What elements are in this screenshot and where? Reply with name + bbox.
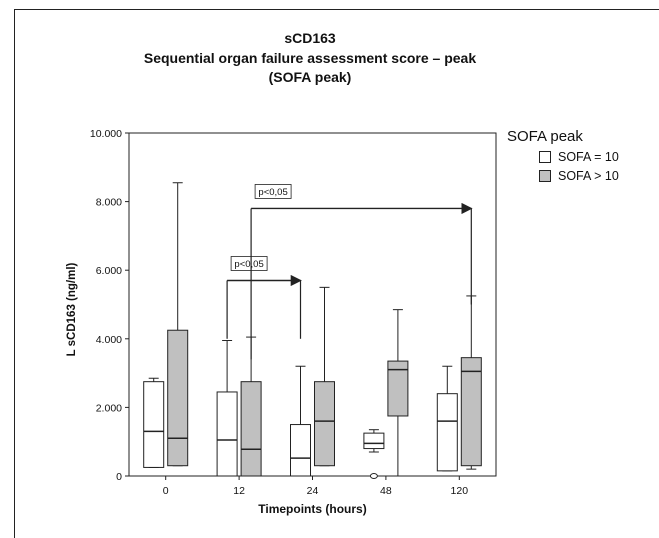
legend-swatch-white bbox=[539, 151, 551, 163]
y-tick-label: 10.000 bbox=[90, 128, 122, 140]
frame-left-border bbox=[14, 9, 15, 538]
y-tick-label: 6.000 bbox=[96, 265, 122, 277]
box-sofa-eq-10 bbox=[436, 393, 458, 472]
legend-swatch-gray bbox=[539, 170, 551, 182]
y-tick-label: 4.000 bbox=[96, 334, 122, 346]
outlier-marker bbox=[369, 473, 378, 479]
x-axis-label: Timepoints (hours) bbox=[258, 502, 366, 516]
y-tick-label: 8.000 bbox=[96, 197, 122, 209]
frame-top-border bbox=[14, 9, 659, 10]
chart-title-line-3: (SOFA peak) bbox=[268, 69, 352, 85]
legend-item-sofa-eq-10: SOFA = 10 bbox=[539, 150, 619, 164]
y-tick-label: 2.000 bbox=[96, 402, 122, 414]
legend-label: SOFA = 10 bbox=[558, 150, 619, 164]
x-tick-label: 48 bbox=[380, 485, 392, 497]
legend-label: SOFA > 10 bbox=[558, 169, 619, 183]
chart-title-line-1: sCD163 bbox=[284, 30, 336, 46]
box-sofa-eq-10 bbox=[143, 381, 165, 468]
annotation-label: p<0,05 bbox=[234, 259, 263, 270]
x-tick-label: 24 bbox=[307, 485, 319, 497]
x-tick-label: 0 bbox=[163, 485, 169, 497]
box-sofa-eq-10 bbox=[216, 391, 238, 477]
annotation-label-box bbox=[254, 184, 292, 199]
box-sofa-gt-10 bbox=[460, 357, 482, 467]
annotation-label-box bbox=[230, 256, 268, 271]
annotation-label: p<0,05 bbox=[258, 187, 287, 198]
legend-item-sofa-gt-10: SOFA > 10 bbox=[539, 169, 619, 183]
x-tick-label: 120 bbox=[451, 485, 469, 497]
box-sofa-gt-10 bbox=[167, 329, 189, 467]
box-sofa-eq-10 bbox=[290, 424, 311, 477]
legend-title: SOFA peak bbox=[507, 128, 583, 145]
y-axis-label: L sCD163 (ng/ml) bbox=[66, 262, 78, 356]
box-sofa-eq-10 bbox=[363, 432, 385, 450]
x-tick-label: 12 bbox=[233, 485, 245, 497]
box-sofa-gt-10 bbox=[314, 381, 335, 467]
box-sofa-gt-10 bbox=[387, 360, 409, 417]
chart-title-line-2: Sequential organ failure assessment scor… bbox=[143, 50, 477, 66]
y-tick-label: 0 bbox=[116, 471, 122, 483]
box-sofa-gt-10 bbox=[240, 381, 262, 477]
